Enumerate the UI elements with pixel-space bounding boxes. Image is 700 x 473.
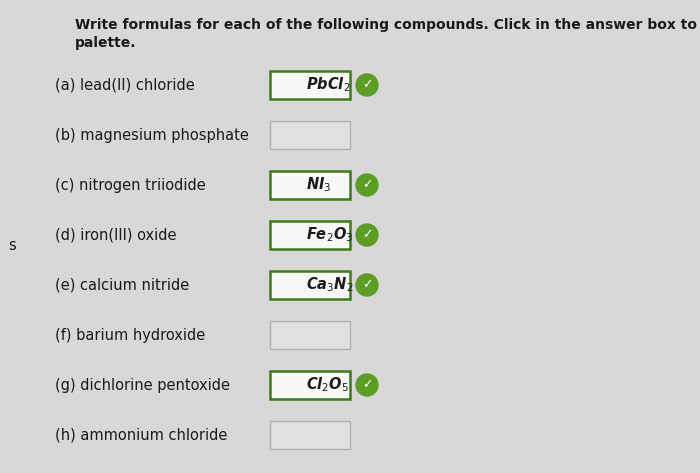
Text: (a) lead(II) chloride: (a) lead(II) chloride (55, 78, 195, 93)
Circle shape (356, 174, 378, 196)
Text: ✓: ✓ (362, 279, 372, 291)
Text: ✓: ✓ (362, 79, 372, 91)
FancyBboxPatch shape (270, 321, 350, 349)
Text: NI$_3$: NI$_3$ (306, 175, 332, 194)
FancyBboxPatch shape (270, 271, 350, 299)
Text: ✓: ✓ (362, 178, 372, 192)
Text: (c) nitrogen triiodide: (c) nitrogen triiodide (55, 177, 206, 193)
FancyBboxPatch shape (270, 371, 350, 399)
Text: (g) dichlorine pentoxide: (g) dichlorine pentoxide (55, 377, 230, 393)
FancyBboxPatch shape (270, 121, 350, 149)
Circle shape (356, 274, 378, 296)
Circle shape (356, 374, 378, 396)
Text: ✓: ✓ (362, 378, 372, 392)
Text: Ca$_3$N$_2$: Ca$_3$N$_2$ (306, 276, 354, 294)
FancyBboxPatch shape (270, 221, 350, 249)
Text: (b) magnesium phosphate: (b) magnesium phosphate (55, 128, 249, 142)
Text: (e) calcium nitride: (e) calcium nitride (55, 278, 189, 292)
Text: Write formulas for each of the following compounds. Click in the answer box to o: Write formulas for each of the following… (75, 18, 700, 32)
Text: Cl$_2$O$_5$: Cl$_2$O$_5$ (306, 376, 349, 394)
Text: Fe$_2$O$_3$: Fe$_2$O$_3$ (306, 226, 354, 245)
Text: PbCl$_2$: PbCl$_2$ (306, 76, 351, 94)
Text: ✓: ✓ (362, 228, 372, 242)
Text: s: s (8, 237, 15, 253)
Circle shape (356, 74, 378, 96)
Text: (d) iron(III) oxide: (d) iron(III) oxide (55, 228, 176, 243)
Text: (h) ammonium chloride: (h) ammonium chloride (55, 428, 228, 443)
FancyBboxPatch shape (270, 171, 350, 199)
Circle shape (356, 224, 378, 246)
Text: palette.: palette. (75, 36, 136, 50)
FancyBboxPatch shape (270, 421, 350, 449)
Text: (f) barium hydroxide: (f) barium hydroxide (55, 327, 205, 342)
FancyBboxPatch shape (270, 71, 350, 99)
